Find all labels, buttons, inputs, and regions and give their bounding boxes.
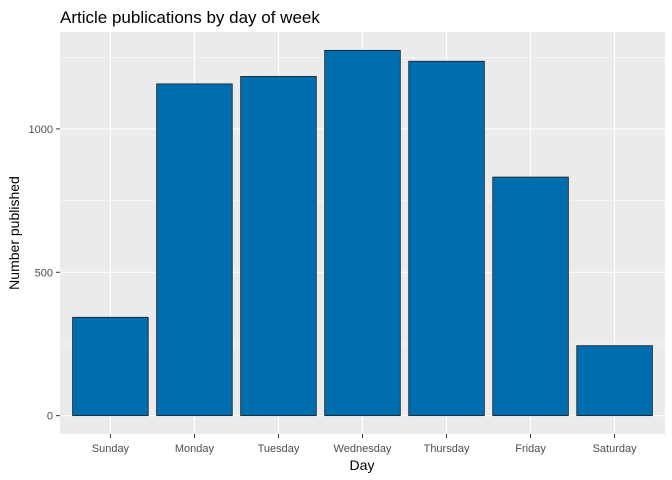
y-axis-title: Number published [6,176,22,290]
y-tick-label: 1000 [29,124,53,136]
chart-title: Article publications by day of week [60,8,320,27]
x-tick-label: Thursday [424,443,470,455]
bar-saturday [576,345,653,417]
x-axis-title: Day [350,457,375,473]
bar-monday [156,83,233,417]
bar-thursday [408,60,485,417]
x-axis: Sunday Monday Tuesday Wednesday Thursday Frid… [92,434,637,455]
bar-tuesday [240,76,317,417]
x-tick-label: Friday [515,443,546,455]
bar-friday [492,176,569,417]
y-axis: 0 500 1000 [29,124,60,423]
bars [72,49,653,417]
x-tick-label: Monday [175,443,215,455]
y-tick-label: 500 [35,267,53,279]
y-tick-label: 0 [47,411,53,423]
bar-sunday [72,316,149,417]
x-tick-label: Tuesday [258,443,300,455]
x-tick-label: Sunday [92,443,130,455]
x-tick-label: Saturday [593,443,638,455]
bar-wednesday [324,49,401,417]
x-tick-label: Wednesday [334,443,392,455]
